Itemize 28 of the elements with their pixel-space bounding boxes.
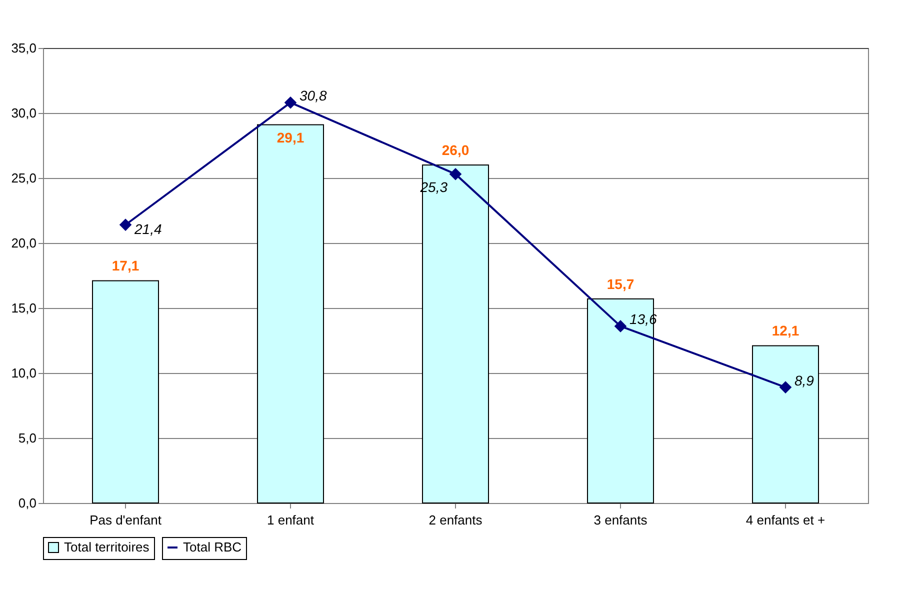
point — [284, 96, 296, 108]
x-tick-label: Pas d'enfant — [90, 512, 162, 528]
x-tick-label: 1 enfant — [267, 512, 314, 528]
data-label: 15,7 — [606, 276, 634, 292]
y-tick-label: 5,0 — [18, 430, 36, 446]
x-tick-label: 3 enfants — [594, 512, 648, 528]
legend-label: Total RBC — [183, 540, 242, 554]
y-tick-label: 25,0 — [11, 170, 36, 186]
point — [780, 382, 792, 394]
point — [120, 219, 132, 231]
legend-label: Total territoires — [64, 540, 150, 554]
data-label: 30,8 — [300, 88, 327, 104]
data-label: 8,9 — [794, 372, 814, 388]
data-label: 29,1 — [276, 130, 304, 146]
y-tick-label: 10,0 — [11, 366, 36, 380]
y-tick-label: 30,0 — [11, 106, 36, 120]
x-tick-label: 4 enfants et + — [746, 512, 826, 528]
data-label: 26,0 — [442, 142, 470, 158]
y-tick-label: 15,0 — [11, 300, 36, 316]
y-tick-label: 35,0 — [11, 40, 36, 56]
data-label: 12,1 — [772, 322, 800, 339]
point — [450, 168, 462, 180]
y-tick-label: 20,0 — [11, 236, 36, 250]
point — [614, 320, 626, 332]
data-label: 17,1 — [112, 258, 140, 274]
x-tick-label: 2 enfants — [428, 512, 483, 528]
data-label: 21,4 — [134, 220, 162, 237]
y-tick-label: 0,0 — [18, 496, 36, 510]
